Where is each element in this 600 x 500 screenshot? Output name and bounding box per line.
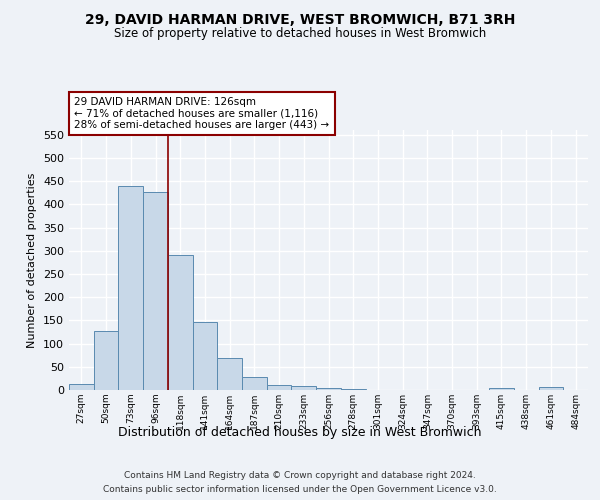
Bar	[539, 387, 563, 390]
Bar	[316, 388, 341, 390]
Text: 29 DAVID HARMAN DRIVE: 126sqm
← 71% of detached houses are smaller (1,116)
28% o: 29 DAVID HARMAN DRIVE: 126sqm ← 71% of d…	[74, 97, 329, 130]
Y-axis label: Number of detached properties: Number of detached properties	[28, 172, 37, 348]
Text: Contains public sector information licensed under the Open Government Licence v3: Contains public sector information licen…	[103, 484, 497, 494]
Text: 29, DAVID HARMAN DRIVE, WEST BROMWICH, B71 3RH: 29, DAVID HARMAN DRIVE, WEST BROMWICH, B…	[85, 12, 515, 26]
Text: Contains HM Land Registry data © Crown copyright and database right 2024.: Contains HM Land Registry data © Crown c…	[124, 472, 476, 480]
Bar	[217, 358, 242, 390]
Bar	[143, 192, 168, 390]
Bar	[168, 255, 193, 390]
Text: Distribution of detached houses by size in West Bromwich: Distribution of detached houses by size …	[118, 426, 482, 439]
Bar	[193, 322, 217, 390]
Bar	[341, 389, 365, 390]
Bar	[489, 388, 514, 390]
Bar	[292, 386, 316, 390]
Text: Size of property relative to detached houses in West Bromwich: Size of property relative to detached ho…	[114, 28, 486, 40]
Bar	[118, 186, 143, 390]
Bar	[242, 378, 267, 390]
Bar	[69, 384, 94, 390]
Bar	[267, 385, 292, 390]
Bar	[94, 331, 118, 390]
